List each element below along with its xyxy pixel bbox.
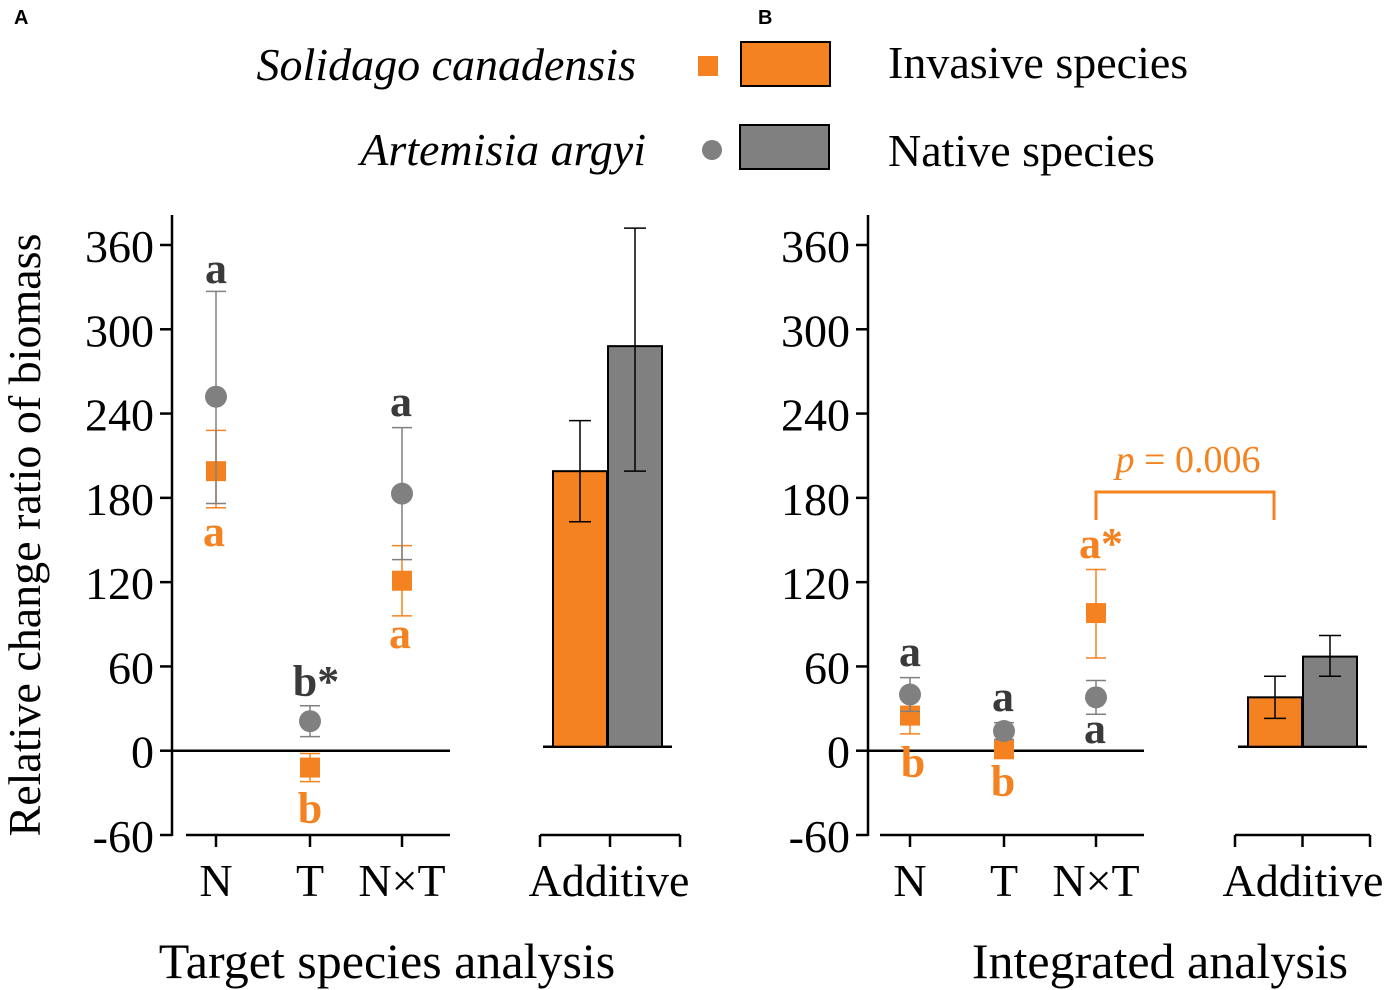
panel-b-point-invasive [1086,603,1106,624]
legend-native-species-name: Artemisia argyi [357,124,646,175]
panel-b-y-tick-label: 60 [804,642,850,693]
panel-b-point-native [993,720,1015,743]
panel-b-point-invasive [994,739,1014,760]
panel-b-x-tick-label: N×T [1052,855,1139,906]
legend-native-marker [702,140,722,160]
y-axis-label: Relative change ratio of biomass [0,234,50,837]
legend-invasive-marker [698,56,718,76]
panel-a-y-tick-label: -60 [93,811,154,862]
panel-a-y-tick-label: 240 [85,390,154,441]
panel-a-y-tick-label: 0 [131,727,154,778]
significance-letter-native: a [390,377,412,426]
panel-a-y-tick-label: 60 [108,642,154,693]
panel-b-x-tick-label: T [990,855,1018,906]
legend-invasive-swatch [740,41,831,87]
significance-letter-invasive: a [389,609,411,658]
panel-a-x-tick-label: T [296,855,324,906]
panel-a-additive-label: Additive [529,855,690,906]
significance-letter-invasive: a [203,507,225,556]
panel-a-y-tick-label: 360 [85,221,154,272]
significance-letter-invasive: b [298,784,322,833]
panel-a-point-native [299,710,321,733]
significance-letter-native: a [992,672,1014,721]
panel-b-x-tick-label: N [893,855,926,906]
p-value-symbol: p [1113,439,1135,481]
panel-b-y-tick-label: 120 [781,558,850,609]
panel-a-point-invasive [300,757,320,778]
panel-a-title: Target species analysis [159,933,616,989]
panel-a-x-tick-label: N [199,855,232,906]
significance-letter-invasive: b [991,757,1015,806]
significance-letter-native: b* [293,657,339,706]
p-value-label: p = 0.006 [1113,439,1261,481]
significance-letter-native: a [205,244,227,293]
legend-invasive-label: Invasive species [888,37,1188,88]
panel-a-x-tick-label: N×T [358,855,445,906]
significance-letter-invasive: b [901,738,925,787]
panel-b-point-native [899,683,921,706]
panel-a-y-tick-label: 120 [85,558,154,609]
panel-b-point-native [1085,686,1107,709]
panel-a-point-native [205,385,227,408]
legend-native-swatch [739,124,830,170]
panel-b-title: Integrated analysis [972,933,1348,989]
legend-native-label: Native species [888,125,1155,176]
p-value-bracket [1094,490,1276,520]
panel-b-y-tick-label: -60 [789,811,850,862]
panel-a-y-tick-label: 300 [85,305,154,356]
panel-b-y-tick-label: 300 [781,305,850,356]
panel-b-y-tick-label: 360 [781,221,850,272]
legend-invasive-species-name: Solidago canadensis [257,39,636,90]
panel-label-a: A [14,7,28,29]
panel-a-point-invasive [392,570,412,591]
significance-letter-native: a [1084,704,1106,753]
panel-a-y-tick-label: 180 [85,474,154,525]
panel-b-y-tick-label: 180 [781,474,850,525]
significance-letter-native: a [899,627,921,676]
panel-b-additive-label: Additive [1223,855,1384,906]
panel-b-y-tick-label: 0 [827,727,850,778]
panel-label-b: B [758,7,772,29]
panel-b-y-tick-label: 240 [781,390,850,441]
p-value-number: = 0.006 [1135,439,1261,481]
panel-a-point-native [391,482,413,505]
panel-b-point-invasive [900,705,920,726]
significance-letter-invasive: a* [1079,519,1123,568]
